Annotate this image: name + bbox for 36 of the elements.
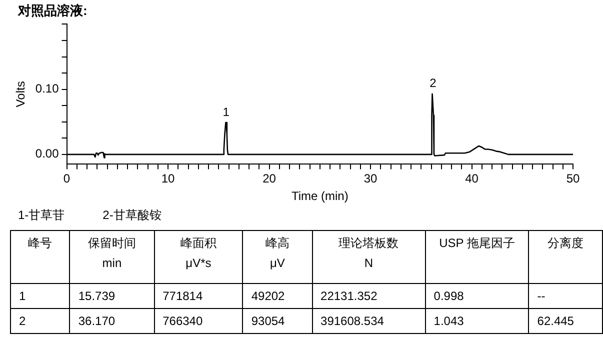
text: 峰高 μV [242, 230, 312, 284]
text: 2 [10, 308, 70, 334]
text: 22131.352 [312, 284, 426, 308]
text: 峰号 [10, 230, 70, 284]
text: 1.043 [425, 308, 529, 334]
text: 766340 [154, 308, 243, 334]
text: -- [528, 284, 602, 308]
text: 15.739 [70, 284, 154, 308]
text: 62.445 [528, 308, 602, 334]
x-tick-label: 40 [465, 172, 479, 186]
text: 49202 [242, 284, 312, 308]
text: 保留时间 min [70, 230, 154, 284]
x-tick-label: 50 [566, 172, 580, 186]
x-tick-label: 0 [63, 172, 70, 186]
annotation: 2 [430, 76, 437, 90]
text: 1 [10, 284, 70, 308]
y-axis-title: Volts [14, 81, 28, 108]
text: 峰面积 μV*s [154, 230, 243, 284]
text: 分离度 [528, 230, 602, 284]
annotation: 1 [222, 104, 230, 119]
text: 1-甘草苷 [18, 208, 65, 222]
text: 0.998 [425, 284, 529, 308]
y-tick-label: 0.10 [35, 82, 60, 96]
text: 理论塔板数 N [312, 230, 426, 284]
text: USP 拖尾因子 [425, 230, 529, 284]
x-axis-title: Time (min) [291, 189, 348, 204]
x-tick-label: 20 [262, 172, 276, 186]
text: 2-甘草酸铵 [102, 208, 162, 222]
text: 771814 [154, 284, 243, 308]
text: 93054 [242, 308, 312, 334]
text: 391608.534 [312, 308, 426, 334]
x-tick-label: 30 [364, 172, 378, 186]
chart-title: 对照品溶液: [18, 2, 88, 20]
y-tick-label: 0.00 [35, 146, 60, 161]
text: 36.170 [70, 308, 154, 334]
x-tick-label: 10 [161, 172, 175, 186]
